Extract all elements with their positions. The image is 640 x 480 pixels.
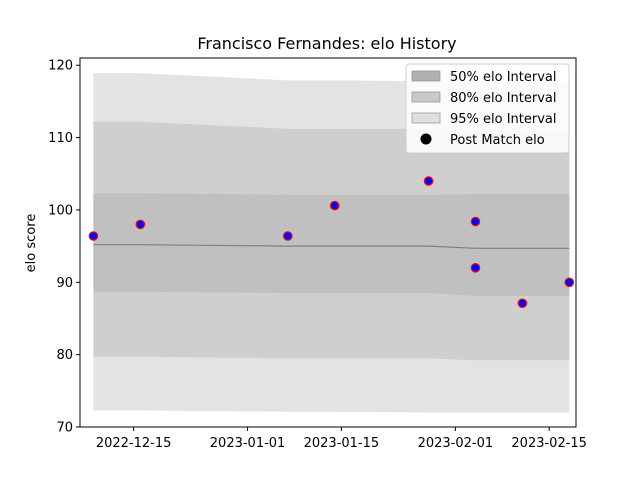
mean-line <box>93 244 570 249</box>
legend-marker-post-match <box>420 133 432 145</box>
post-match-point <box>423 176 434 186</box>
y-axis-label: elo score <box>24 214 39 273</box>
interval-bands <box>93 73 570 413</box>
legend-swatch-50 <box>411 70 441 82</box>
legend-swatch-80 <box>411 91 441 103</box>
post-match-point <box>470 263 481 273</box>
post-match-point <box>135 219 146 230</box>
y-tick-label: 80 <box>56 348 73 363</box>
y-tick-label: 90 <box>56 276 73 291</box>
post-match-points <box>88 176 575 309</box>
x-tick-label: 2023-02-01 <box>418 436 494 451</box>
legend-label: 50% elo Interval <box>450 70 557 85</box>
x-tick-label: 2023-02-15 <box>511 436 587 451</box>
post-match-point <box>564 277 575 288</box>
y-tick-label: 110 <box>48 131 73 146</box>
y-tick-label: 70 <box>56 421 73 436</box>
mean-elo-line <box>93 244 570 249</box>
post-match-point <box>470 216 481 227</box>
legend-swatch-95 <box>411 112 441 124</box>
axes: 70 80 90 100 110 120 2022-12-15 2023-01-01 2023-… <box>48 57 587 451</box>
post-match-point <box>517 298 528 309</box>
legend-box <box>405 63 570 154</box>
plot-frame <box>79 57 577 428</box>
chart-title: Francisco Fernandes: elo History <box>197 34 456 53</box>
y-tick-label: 100 <box>48 203 73 218</box>
post-match-point <box>282 231 293 241</box>
post-match-point <box>329 200 340 211</box>
y-tick-label: 120 <box>48 59 73 74</box>
x-tick-label: 2023-01-15 <box>304 436 380 451</box>
legend-label: 95% elo Interval <box>450 112 557 127</box>
band-50 <box>93 193 570 296</box>
legend-label: Post Match elo <box>450 133 545 148</box>
x-tick-label: 2022-12-15 <box>96 436 172 451</box>
legend-label: 80% elo Interval <box>450 91 557 106</box>
legend: 50% elo Interval 80% elo Interval 95% elo … <box>405 63 570 154</box>
x-tick-label: 2023-01-01 <box>210 436 286 451</box>
post-match-point <box>88 231 99 241</box>
